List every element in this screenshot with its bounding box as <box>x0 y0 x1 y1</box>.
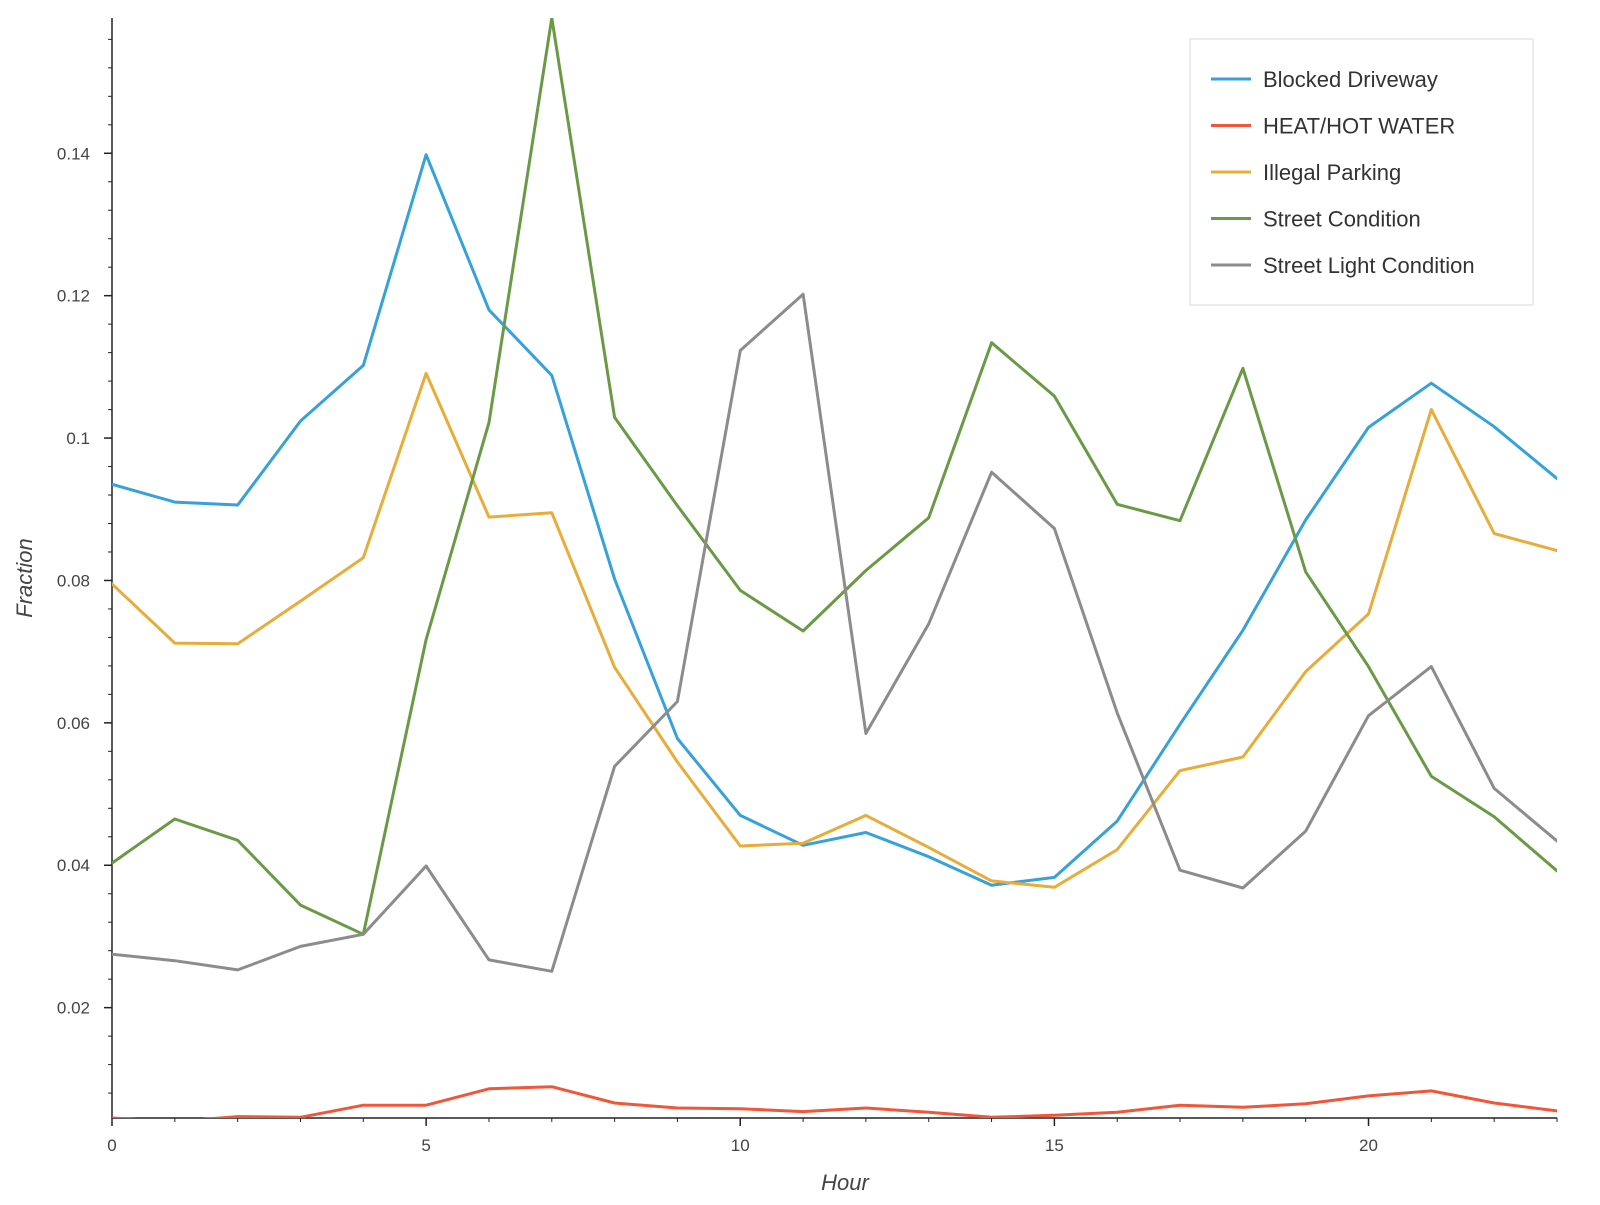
series-line-street-light-condition <box>112 292 1557 973</box>
legend-label: Street Condition <box>1263 207 1421 232</box>
x-tick-label: 5 <box>421 1136 430 1155</box>
legend: Blocked Driveway HEAT/HOT WATER Illegal Pa… <box>1189 38 1534 306</box>
legend-label: Blocked Driveway <box>1263 67 1438 92</box>
x-tick-label: 10 <box>731 1136 750 1155</box>
series-line-blocked-driveway <box>112 153 1557 887</box>
legend-label: Illegal Parking <box>1263 160 1401 185</box>
series-line-street-condition <box>112 18 1557 936</box>
x-tick-label: 0 <box>107 1136 116 1155</box>
y-tick-label: 0.04 <box>57 856 90 875</box>
y-axis-title: Fraction <box>12 538 37 617</box>
y-tick-label: 0.06 <box>57 714 90 733</box>
y-tick-label: 0.02 <box>57 999 90 1018</box>
x-tick-label: 20 <box>1359 1136 1378 1155</box>
y-tick-label: 0.14 <box>57 144 90 163</box>
series-line-heat-hot-water <box>112 1085 1557 1118</box>
legend-label: Street Light Condition <box>1263 253 1475 278</box>
axes: 0.02 0.04 0.06 0.08 0.1 0.12 0.14 0 5 10 15 20 <box>57 18 1558 1155</box>
series-lines <box>112 18 1557 1118</box>
y-tick-label: 0.12 <box>57 287 90 306</box>
x-tick-label: 15 <box>1045 1136 1064 1155</box>
x-axis-title: Hour <box>821 1170 870 1195</box>
series-line-illegal-parking <box>112 371 1557 889</box>
legend-label: HEAT/HOT WATER <box>1263 114 1455 139</box>
y-tick-label: 0.1 <box>66 429 90 448</box>
y-tick-label: 0.08 <box>57 571 90 590</box>
